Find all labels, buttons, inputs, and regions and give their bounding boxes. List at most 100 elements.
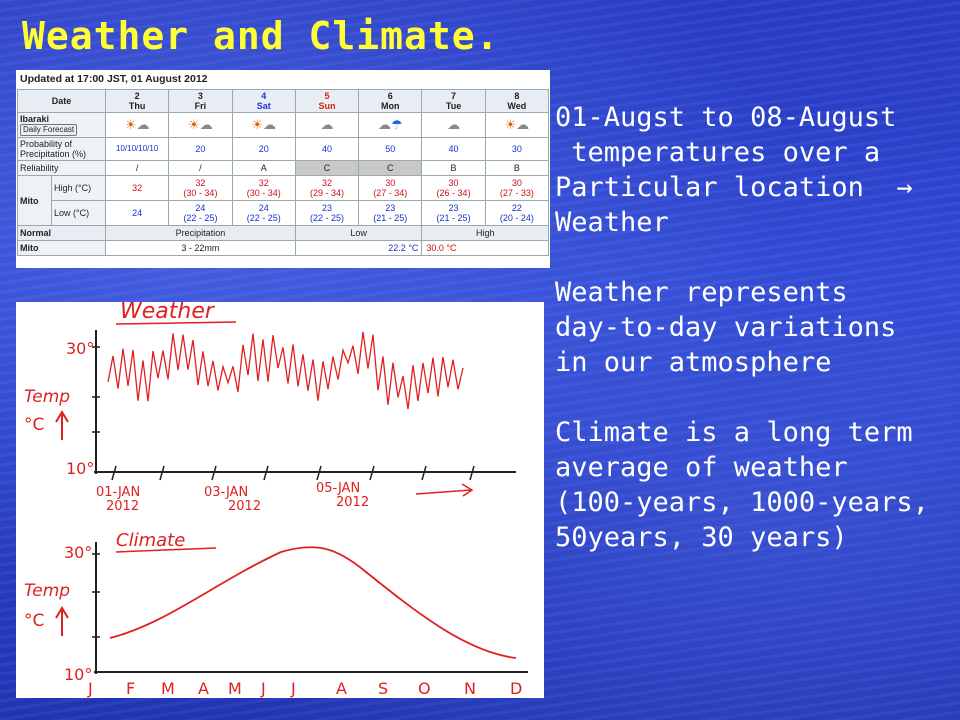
month-label: A [336,679,347,698]
reliability-value: A [231,160,296,176]
title-underline [115,321,237,325]
text-line: Particular location → [555,172,913,203]
date-header: Date [16,89,107,113]
region-cell: Ibaraki Daily Forecast [16,112,107,138]
weather-y-ticks [92,346,100,433]
low-value: 22 (20 - 24) [484,200,550,226]
sketch-panel: Weather 30° 10° Temp °C 01-JAN 2012 03-J… [16,299,544,698]
prob-value: 40 [294,137,360,161]
cloud-icon: ☁ [516,117,530,132]
month-label: F [126,679,135,698]
text-line: Climate is a long term [555,417,913,448]
prob-value: 30 [484,137,550,161]
normal-city: Mito [16,240,107,256]
month-label: J [87,679,93,698]
day-col-mon: 6 Mon [358,89,423,113]
cloud-icon: ☁ [263,117,277,132]
weather-x-label: 01-JAN [96,485,140,500]
sun-icon: ☀ [504,117,517,132]
prob-value: 20 [231,137,296,161]
day-col-fri: 3 Fri [168,89,233,113]
month-label: J [260,679,266,698]
weather-x-label: 03-JAN [204,485,248,500]
low-value: 24 (22 - 25) [168,200,233,226]
text-line: (100-years, 1000-years, [555,487,929,518]
month-label: J [290,679,296,698]
weather-icon-cell: ☁ [421,112,486,138]
weather-icon-cell: ☀☁ [484,112,550,138]
day-col-wed: 8 Wed [484,89,550,113]
reliability-value: C [294,160,360,176]
weather-x-label: 05-JAN [316,481,360,496]
high-value: 32 (30 - 34) [231,175,296,201]
umbrella-icon: ☂ [390,117,403,132]
reliability-value: B [484,160,550,176]
cloud-icon: ☁ [199,117,213,132]
high-value: 30 (26 - 34) [421,175,486,201]
forecast-grid: Date 2 Thu 3 Fri 4 Sat 5 Sun 6 Mon 7 Tue 8 Wed … [16,89,550,256]
climate-graph-title: Climate [116,530,185,551]
day-col-sun: 5 Sun [294,89,360,113]
text-line: day-to-day variations [555,312,897,343]
low-value: 23 (22 - 25) [294,200,360,226]
normal-low: 22.2 °C [294,240,423,256]
weather-x-label: 2012 [336,495,369,510]
reliability-value: / [105,160,170,176]
climate-y-bottom: 10° [64,665,92,684]
text-line: Weather represents [555,277,848,308]
high-value: 30 (27 - 33) [484,175,550,201]
low-value: 24 [105,200,170,226]
normal-label: Normal [16,225,107,241]
precip-head: Precipitation [105,225,296,241]
text-line: average of weather [555,452,848,483]
normal-high: 30.0 °C [421,240,549,256]
daily-forecast-button[interactable]: Daily Forecast [20,124,78,136]
climate-curve [109,546,517,659]
high-value: 32 [105,175,170,201]
sun-icon: ☀ [251,117,264,132]
right-arrow-icon [415,483,474,497]
cloud-icon: ☁ [377,117,391,132]
title-underline [115,547,217,553]
prob-value: 20 [168,137,233,161]
prob-value: 40 [421,137,486,161]
climate-y-top: 30° [64,543,92,562]
sun-icon: ☀ [188,117,200,132]
high-label: High (°C) [50,175,107,201]
up-arrow-icon [55,410,69,440]
month-label: N [464,679,476,698]
weather-y-bottom: 10° [66,459,94,478]
updated-text: Updated at 17:00 JST, 01 August 2012 [20,73,208,85]
low-head: Low [294,225,423,241]
weather-graph-title: Weather [120,302,216,324]
text-line: 01-Augst to 08-August [555,102,897,133]
slide-title: Weather and Climate. [22,14,500,58]
sun-icon: ☀ [124,117,137,132]
high-value: 32 (29 - 34) [294,175,360,201]
forecast-table: Updated at 17:00 JST, 01 August 2012 Dat… [16,70,550,268]
climate-y-label: Temp [24,581,70,601]
month-label: S [378,679,388,698]
weather-icon-cell: ☁ [294,112,360,138]
cloud-icon: ☁ [447,117,461,132]
weather-x-label: 2012 [228,499,261,514]
text-line: Weather [555,207,669,238]
up-arrow-icon [55,606,69,636]
reliability-value: B [421,160,486,176]
weather-x-ticks [111,465,475,481]
weather-icon-cell: ☀☁ [168,112,233,138]
low-value: 23 (21 - 25) [421,200,486,226]
low-value: 23 (21 - 25) [358,200,423,226]
day-col-sat: 4 Sat [231,89,296,113]
text-line: in our atmosphere [555,347,832,378]
city-label: Mito [17,175,52,226]
month-label: M [228,679,242,698]
high-head: High [421,225,549,241]
day-col-thu: 2 Thu [105,89,170,113]
text-line: 50years, 30 years) [555,522,848,553]
prob-label: Probability of Precipitation (%) [16,137,107,161]
weather-icon-cell: ☀☁ [231,112,296,138]
month-label: M [161,679,175,698]
day-col-tue: 7 Tue [421,89,486,113]
